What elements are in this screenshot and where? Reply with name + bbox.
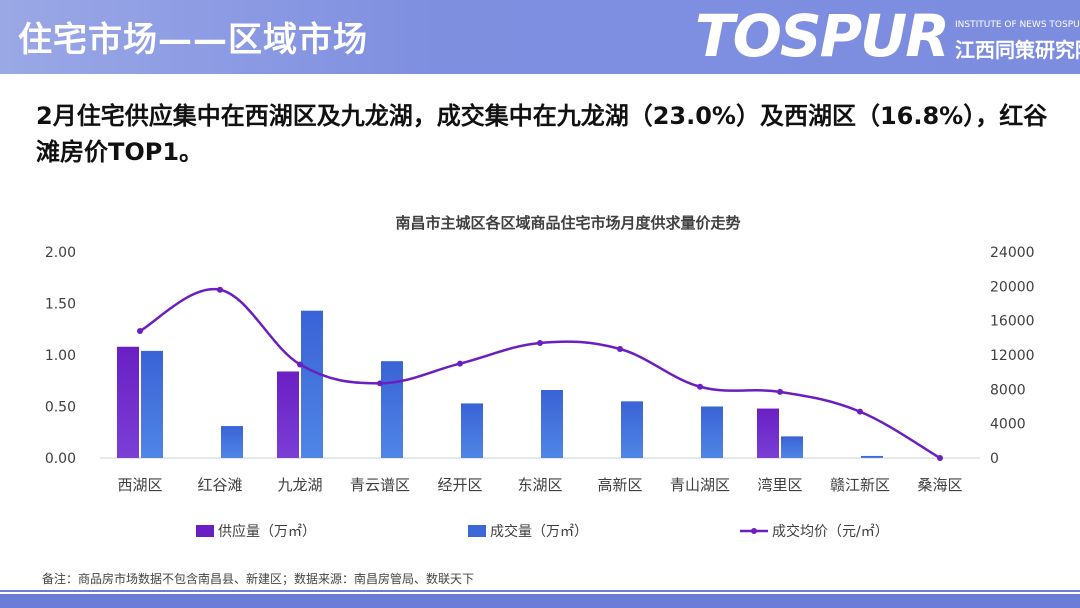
price-point [297, 361, 303, 368]
right-axis-tick-label: 8000 [990, 382, 1026, 398]
right-axis-tick-label: 24000 [990, 245, 1035, 261]
deal-bar [381, 361, 403, 458]
category-label: 青云谱区 [350, 476, 410, 494]
deal-bar [461, 403, 483, 458]
category-label: 东湖区 [517, 476, 562, 494]
chart-title: 南昌市主城区各区域商品住宅市场月度供求量价走势 [395, 214, 740, 232]
logo-subtitle-en: INSTITUTE OF NEWS TOSPUR [955, 20, 1080, 30]
deal-bar [701, 406, 723, 458]
price-point [697, 383, 703, 390]
deal-bar [621, 401, 643, 458]
tospur-logo: TOSPUR INSTITUTE OF NEWS TOSPUR 江西同策研究院 [695, 2, 1080, 70]
deal-bar [221, 426, 243, 458]
price-point [217, 286, 223, 293]
category-label: 经开区 [437, 476, 482, 494]
left-axis-tick-label: 1.00 [45, 348, 76, 364]
category-label: 高新区 [597, 476, 642, 494]
price-point [537, 339, 543, 346]
category-label: 桑海区 [917, 476, 962, 494]
price-point [857, 408, 863, 415]
price-point [777, 388, 783, 395]
footnote: 备注：商品房市场数据不包含南昌县、新建区；数据来源：南昌房管局、数联天下 [42, 572, 475, 586]
logo-wordmark: TOSPUR [695, 2, 950, 70]
category-label: 湾里区 [757, 476, 802, 494]
legend-price-marker [751, 528, 757, 534]
legend-deal-swatch [468, 525, 486, 537]
right-axis-tick-label: 20000 [990, 279, 1035, 295]
supply-bar [117, 346, 139, 458]
category-label: 赣江新区 [830, 476, 890, 494]
price-point [617, 345, 623, 352]
deal-bar [301, 310, 323, 458]
footer-bar [0, 594, 1080, 608]
supply-bar [277, 371, 299, 458]
footer-divider [0, 590, 1080, 592]
category-label: 西湖区 [117, 476, 162, 494]
left-axis-tick-label: 1.50 [45, 297, 76, 313]
legend-deal-label: 成交量（万㎡） [490, 523, 588, 540]
logo-subtitle-cn: 江西同策研究院 [955, 38, 1080, 62]
page-title: 住宅市场——区域市场 [18, 20, 368, 60]
legend-supply-swatch [196, 525, 214, 537]
category-label: 青山湖区 [670, 476, 730, 494]
supply-bar [757, 408, 779, 458]
deal-bar [861, 455, 883, 458]
category-label: 九龙湖 [277, 476, 322, 494]
header-bar: 住宅市场——区域市场 TOSPUR INSTITUTE OF NEWS TOSP… [0, 0, 1080, 74]
headline: 2月住宅供应集中在西湖区及九龙湖，成交集中在九龙湖（23.0%）及西湖区（16.… [36, 102, 1048, 166]
legend-price-label: 成交均价（元/㎡） [772, 523, 889, 540]
price-point [137, 327, 143, 334]
price-point [377, 380, 383, 387]
price-point [457, 360, 463, 367]
right-axis-tick-label: 0 [990, 451, 999, 467]
price-point [937, 455, 943, 461]
right-axis-tick-label: 16000 [990, 314, 1035, 330]
left-axis-tick-label: 0.00 [45, 451, 76, 467]
right-axis-tick-label: 12000 [990, 348, 1035, 364]
left-axis-tick-label: 0.50 [45, 400, 76, 416]
category-label: 红谷滩 [197, 476, 242, 494]
deal-bar [781, 436, 803, 458]
left-axis-tick-label: 2.00 [45, 245, 76, 261]
deal-bar [541, 390, 563, 458]
right-axis-tick-label: 4000 [990, 417, 1026, 433]
deal-bar [141, 350, 163, 458]
legend-supply-label: 供应量（万㎡） [218, 523, 316, 540]
price-line [139, 288, 941, 460]
